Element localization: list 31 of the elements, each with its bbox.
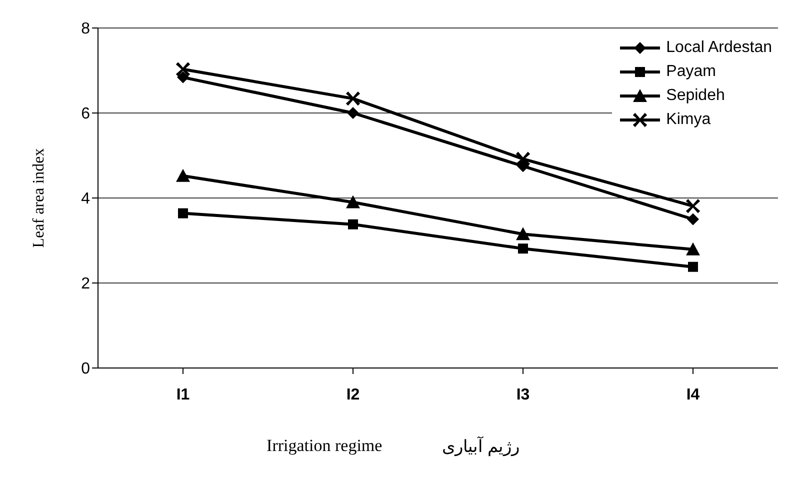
x-tick-label: I3: [516, 386, 530, 404]
x-tick-label: I4: [686, 386, 700, 404]
x-axis-title: Irrigation regime: [266, 436, 382, 457]
x-tick-label: I1: [176, 386, 190, 404]
point: [176, 168, 190, 182]
y-tick-label: 4: [81, 190, 90, 208]
point: [346, 91, 360, 106]
y-tick-label: 0: [81, 360, 90, 378]
point: [346, 195, 360, 208]
legend-label: Kimya: [666, 111, 711, 129]
point: [688, 262, 698, 272]
y-tick-label: 6: [81, 106, 90, 123]
point: [178, 208, 188, 218]
point: [518, 244, 528, 254]
point: [177, 71, 189, 84]
point: [176, 62, 190, 76]
x-tick-label: I2: [346, 386, 360, 404]
point: [516, 227, 530, 240]
legend-label: Sepideh: [666, 87, 725, 105]
y-tick-label: 2: [81, 276, 90, 293]
point: [686, 242, 700, 256]
legend-label: Local Ardestan: [666, 39, 772, 57]
text: رژیم آبیاری: [442, 436, 520, 457]
point: [687, 213, 699, 226]
point: [347, 107, 359, 119]
point: [516, 152, 530, 166]
point: [686, 198, 700, 214]
point: [348, 219, 358, 230]
legend-label: Payam: [666, 63, 716, 81]
y-tick-label: 8: [81, 20, 90, 38]
y-axis-title: Leaf area index: [30, 148, 48, 248]
